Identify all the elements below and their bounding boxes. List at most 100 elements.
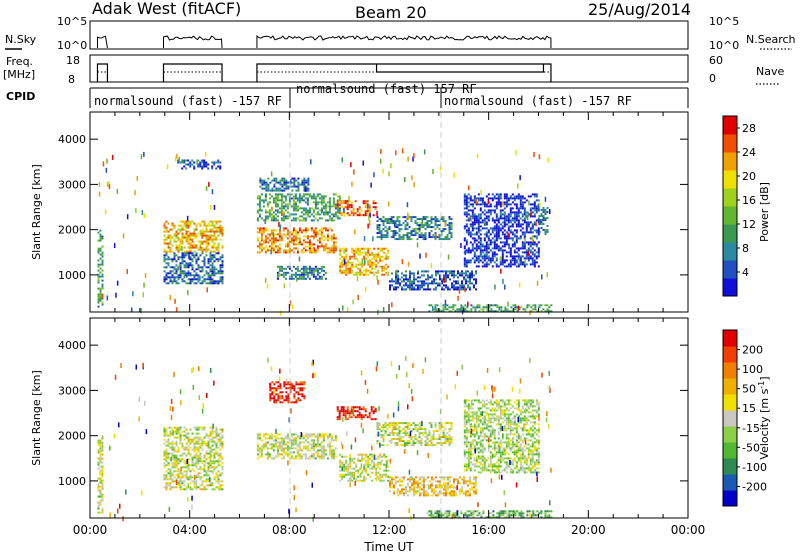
data-cell (419, 224, 421, 226)
data-cell (467, 274, 469, 276)
data-cell (261, 453, 263, 455)
data-cell (514, 195, 516, 197)
data-cell (100, 292, 102, 294)
data-cell (102, 284, 104, 286)
data-cell (303, 272, 305, 274)
data-cell (168, 231, 170, 233)
data-cell (261, 182, 263, 184)
data-cell (271, 437, 273, 439)
data-cell (431, 216, 433, 218)
data-cell (359, 460, 361, 462)
data-cell (214, 251, 216, 253)
data-cell (371, 480, 373, 482)
data-cell (303, 268, 305, 270)
data-cell (206, 433, 208, 435)
data-cell (389, 288, 391, 290)
data-cell (425, 440, 427, 442)
data-cell (184, 274, 186, 276)
data-cell (285, 188, 287, 190)
data-cell (206, 239, 208, 241)
data-cell (287, 245, 289, 247)
data-cell (496, 215, 498, 217)
data-cell (190, 455, 192, 457)
data-cell (333, 219, 335, 221)
data-cell (512, 201, 514, 203)
data-cell (391, 278, 393, 280)
data-cell (475, 270, 477, 272)
data-cell (343, 408, 345, 410)
data-cell (285, 399, 287, 401)
data-cell (321, 243, 323, 245)
data-cell (283, 381, 285, 383)
data-cell (528, 225, 530, 227)
data-cell (194, 251, 196, 253)
data-cell (271, 229, 273, 231)
data-cell (397, 224, 399, 226)
data-cell (259, 207, 261, 209)
data-cell (194, 233, 196, 235)
data-cell (536, 231, 538, 233)
data-cell (303, 278, 305, 280)
data-cell (476, 304, 478, 306)
data-cell (325, 237, 327, 239)
data-cell (514, 304, 516, 306)
data-cell (190, 478, 192, 480)
data-cell (433, 218, 435, 220)
data-cell (433, 438, 435, 440)
data-cell (413, 276, 415, 278)
data-cell (204, 233, 206, 235)
data-cell (325, 211, 327, 213)
data-cell (439, 228, 441, 230)
data-cell (216, 268, 218, 270)
data-cell (383, 224, 385, 226)
data-cell (502, 209, 504, 211)
data-cell (427, 442, 429, 444)
data-cell (293, 243, 295, 245)
data-cell (494, 241, 496, 243)
data-cell (164, 429, 166, 431)
data-cell (341, 408, 343, 410)
data-cell (192, 260, 194, 262)
data-cell (405, 228, 407, 230)
data-cell (379, 478, 381, 480)
data-cell (512, 304, 514, 306)
data-cell (208, 437, 210, 439)
data-cell (323, 235, 325, 237)
data-cell (357, 460, 359, 462)
data-cell (516, 213, 518, 215)
data-cell (293, 186, 295, 188)
data-cell (522, 245, 524, 247)
data-cell (490, 205, 492, 207)
data-cell (369, 416, 371, 418)
data-cell (409, 232, 411, 234)
data-cell (178, 276, 180, 278)
data-cell (478, 193, 480, 195)
data-cell (339, 197, 341, 199)
data-cell (508, 263, 510, 265)
data-cell (273, 229, 275, 231)
data-cell (470, 308, 472, 310)
data-cell (202, 482, 204, 484)
data-cell (259, 199, 261, 201)
data-cell (265, 251, 267, 253)
data-cell (257, 251, 259, 253)
data-cell (331, 229, 333, 231)
data-cell (498, 308, 500, 310)
data-cell (275, 245, 277, 247)
data-cell (367, 458, 369, 460)
data-cell (283, 184, 285, 186)
data-cell (417, 222, 419, 224)
data-cell (530, 203, 532, 205)
data-cell (180, 458, 182, 460)
data-cell (269, 209, 271, 211)
data-cell (363, 476, 365, 478)
data-cell (385, 456, 387, 458)
data-cell (220, 268, 222, 270)
data-cell (498, 306, 500, 308)
data-cell (176, 260, 178, 262)
data-cell (343, 476, 345, 478)
data-cell (259, 243, 261, 245)
data-cell (429, 282, 431, 284)
data-cell (170, 295, 172, 300)
data-cell (181, 160, 183, 162)
